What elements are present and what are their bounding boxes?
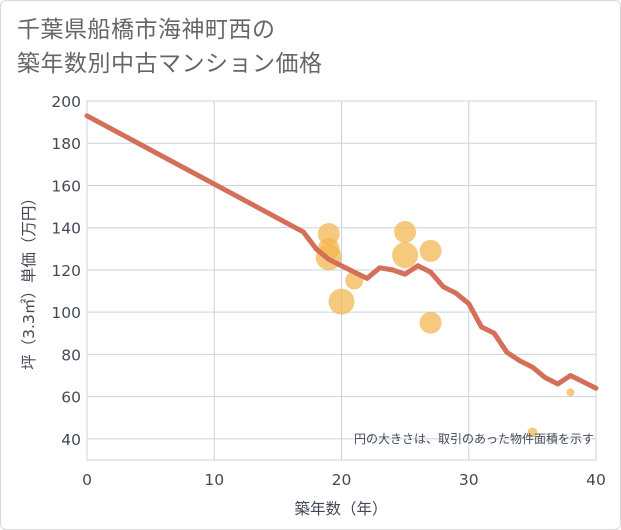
y-tick-label: 140 — [51, 220, 81, 238]
y-tick-label: 40 — [61, 431, 81, 449]
x-axis-label: 築年数（年） — [294, 500, 387, 518]
bubble-point — [419, 239, 442, 262]
bubble-point — [566, 388, 575, 397]
y-tick-label: 60 — [61, 389, 81, 407]
x-tick-label: 40 — [586, 471, 606, 489]
x-tick-label: 30 — [459, 471, 479, 489]
y-tick-label: 80 — [61, 346, 81, 364]
bubble-point — [328, 288, 355, 315]
bubble-point — [419, 311, 442, 334]
bubble-point — [392, 242, 419, 269]
y-tick-label: 120 — [51, 262, 81, 280]
y-tick-label: 100 — [51, 304, 81, 322]
y-tick-label: 180 — [51, 135, 81, 153]
x-tick-label: 10 — [204, 471, 224, 489]
plot-area-border — [86, 100, 597, 461]
x-tick-label: 0 — [82, 471, 92, 489]
bubble-point — [527, 427, 538, 438]
chart-title: 千葉県船橋市海神町西の 築年数別中古マンション価格 — [17, 13, 323, 81]
y-tick-label: 200 — [51, 93, 81, 111]
bubble-point — [394, 220, 417, 243]
chart-title-line1: 千葉県船橋市海神町西の — [17, 17, 276, 43]
y-tick-label: 160 — [51, 177, 81, 195]
y-tick-labels: 40 60 80 100 120 140 160 180 200 — [51, 93, 81, 449]
bubble-layer — [315, 220, 575, 438]
x-tick-label: 20 — [332, 471, 352, 489]
chart-title-line2: 築年数別中古マンション価格 — [17, 51, 323, 77]
y-axis-label: 坪（3.3㎡）単価（万円） — [20, 190, 38, 370]
x-tick-labels: 0 10 20 30 40 — [82, 471, 606, 489]
average-price-line — [84, 113, 599, 391]
legend-note: 円の大きさは、取引のあった物件面積を示す — [354, 431, 594, 446]
